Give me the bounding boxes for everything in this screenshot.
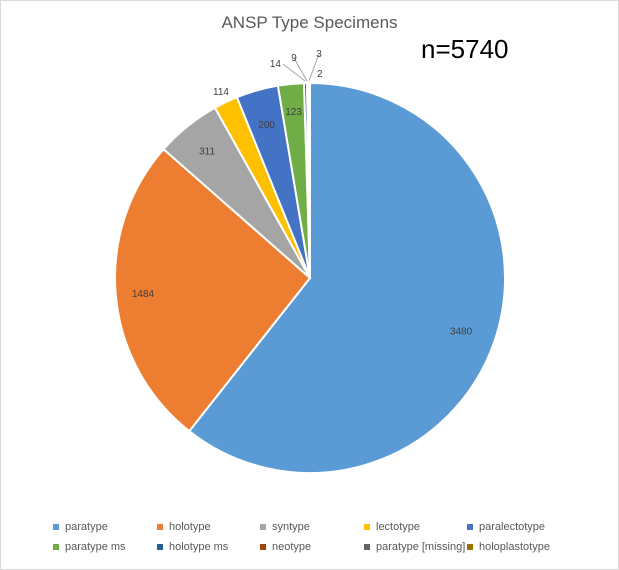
legend-label: lectotype — [376, 521, 421, 533]
legend-label: paratype [missing] — [376, 541, 466, 553]
data-label-syntype: 311 — [199, 147, 215, 158]
legend-swatch — [53, 544, 59, 550]
sample-size-annotation: n=5740 — [421, 34, 509, 64]
legend-label: paratype — [65, 521, 108, 533]
data-label-paratype: 3480 — [450, 326, 473, 337]
legend-entry-neotype: neotype — [260, 541, 364, 553]
slice-paratype — [187, 81, 506, 474]
data-label-paratype-ms: 123 — [285, 107, 302, 118]
leader-line-neotype — [293, 57, 308, 82]
legend-entry-syntype: syntype — [260, 521, 364, 533]
legend-swatch — [157, 544, 163, 550]
legend-entry-paratype-ms: paratype ms — [53, 541, 157, 553]
legend-label: syntype — [272, 521, 310, 533]
legend-swatch — [467, 544, 473, 550]
legend-swatch — [467, 524, 473, 530]
legend-entry-paralectotype: paralectotype — [467, 521, 582, 533]
data-label-holotype-ms: 14 — [270, 59, 282, 70]
legend-label: holotype ms — [169, 541, 229, 553]
legend-swatch — [53, 524, 59, 530]
legend-swatch — [364, 544, 370, 550]
chart-title: ANSP Type Specimens — [221, 13, 398, 32]
pie-chart: 3480 1484 311 114 200 123 14 9 3 2 — [114, 49, 506, 474]
legend-label: holotype — [169, 521, 211, 533]
legend-entry-holotype: holotype — [157, 521, 260, 533]
legend: paratype holotype syntype lectotype paralect… — [53, 521, 613, 553]
leader-line-holotype-ms — [282, 63, 306, 82]
data-label-neotype: 9 — [291, 53, 297, 64]
leader-line-paratype-missing — [308, 53, 320, 82]
data-label-holoplastotype: 2 — [317, 69, 323, 80]
data-label-lectotype: 114 — [213, 87, 229, 98]
legend-entry-holoplastotype: holoplastotype — [467, 541, 582, 553]
data-label-paratype-missing: 3 — [316, 49, 322, 60]
legend-entry-holotype-ms: holotype ms — [157, 541, 260, 553]
legend-swatch — [260, 544, 266, 550]
legend-label: paralectotype — [479, 521, 546, 533]
legend-swatch — [364, 524, 370, 530]
legend-label: holoplastotype — [479, 541, 550, 553]
legend-swatch — [157, 524, 163, 530]
legend-label: paratype ms — [65, 541, 126, 553]
data-label-paralectotype: 200 — [258, 120, 275, 131]
data-label-holotype: 1484 — [132, 289, 155, 300]
legend-label: neotype — [272, 541, 312, 553]
legend-entry-paratype-missing: paratype [missing] — [364, 541, 467, 553]
slice-holotype — [114, 147, 312, 433]
legend-swatch — [260, 524, 266, 530]
legend-entry-lectotype: lectotype — [364, 521, 467, 533]
legend-entry-paratype: paratype — [53, 521, 157, 533]
